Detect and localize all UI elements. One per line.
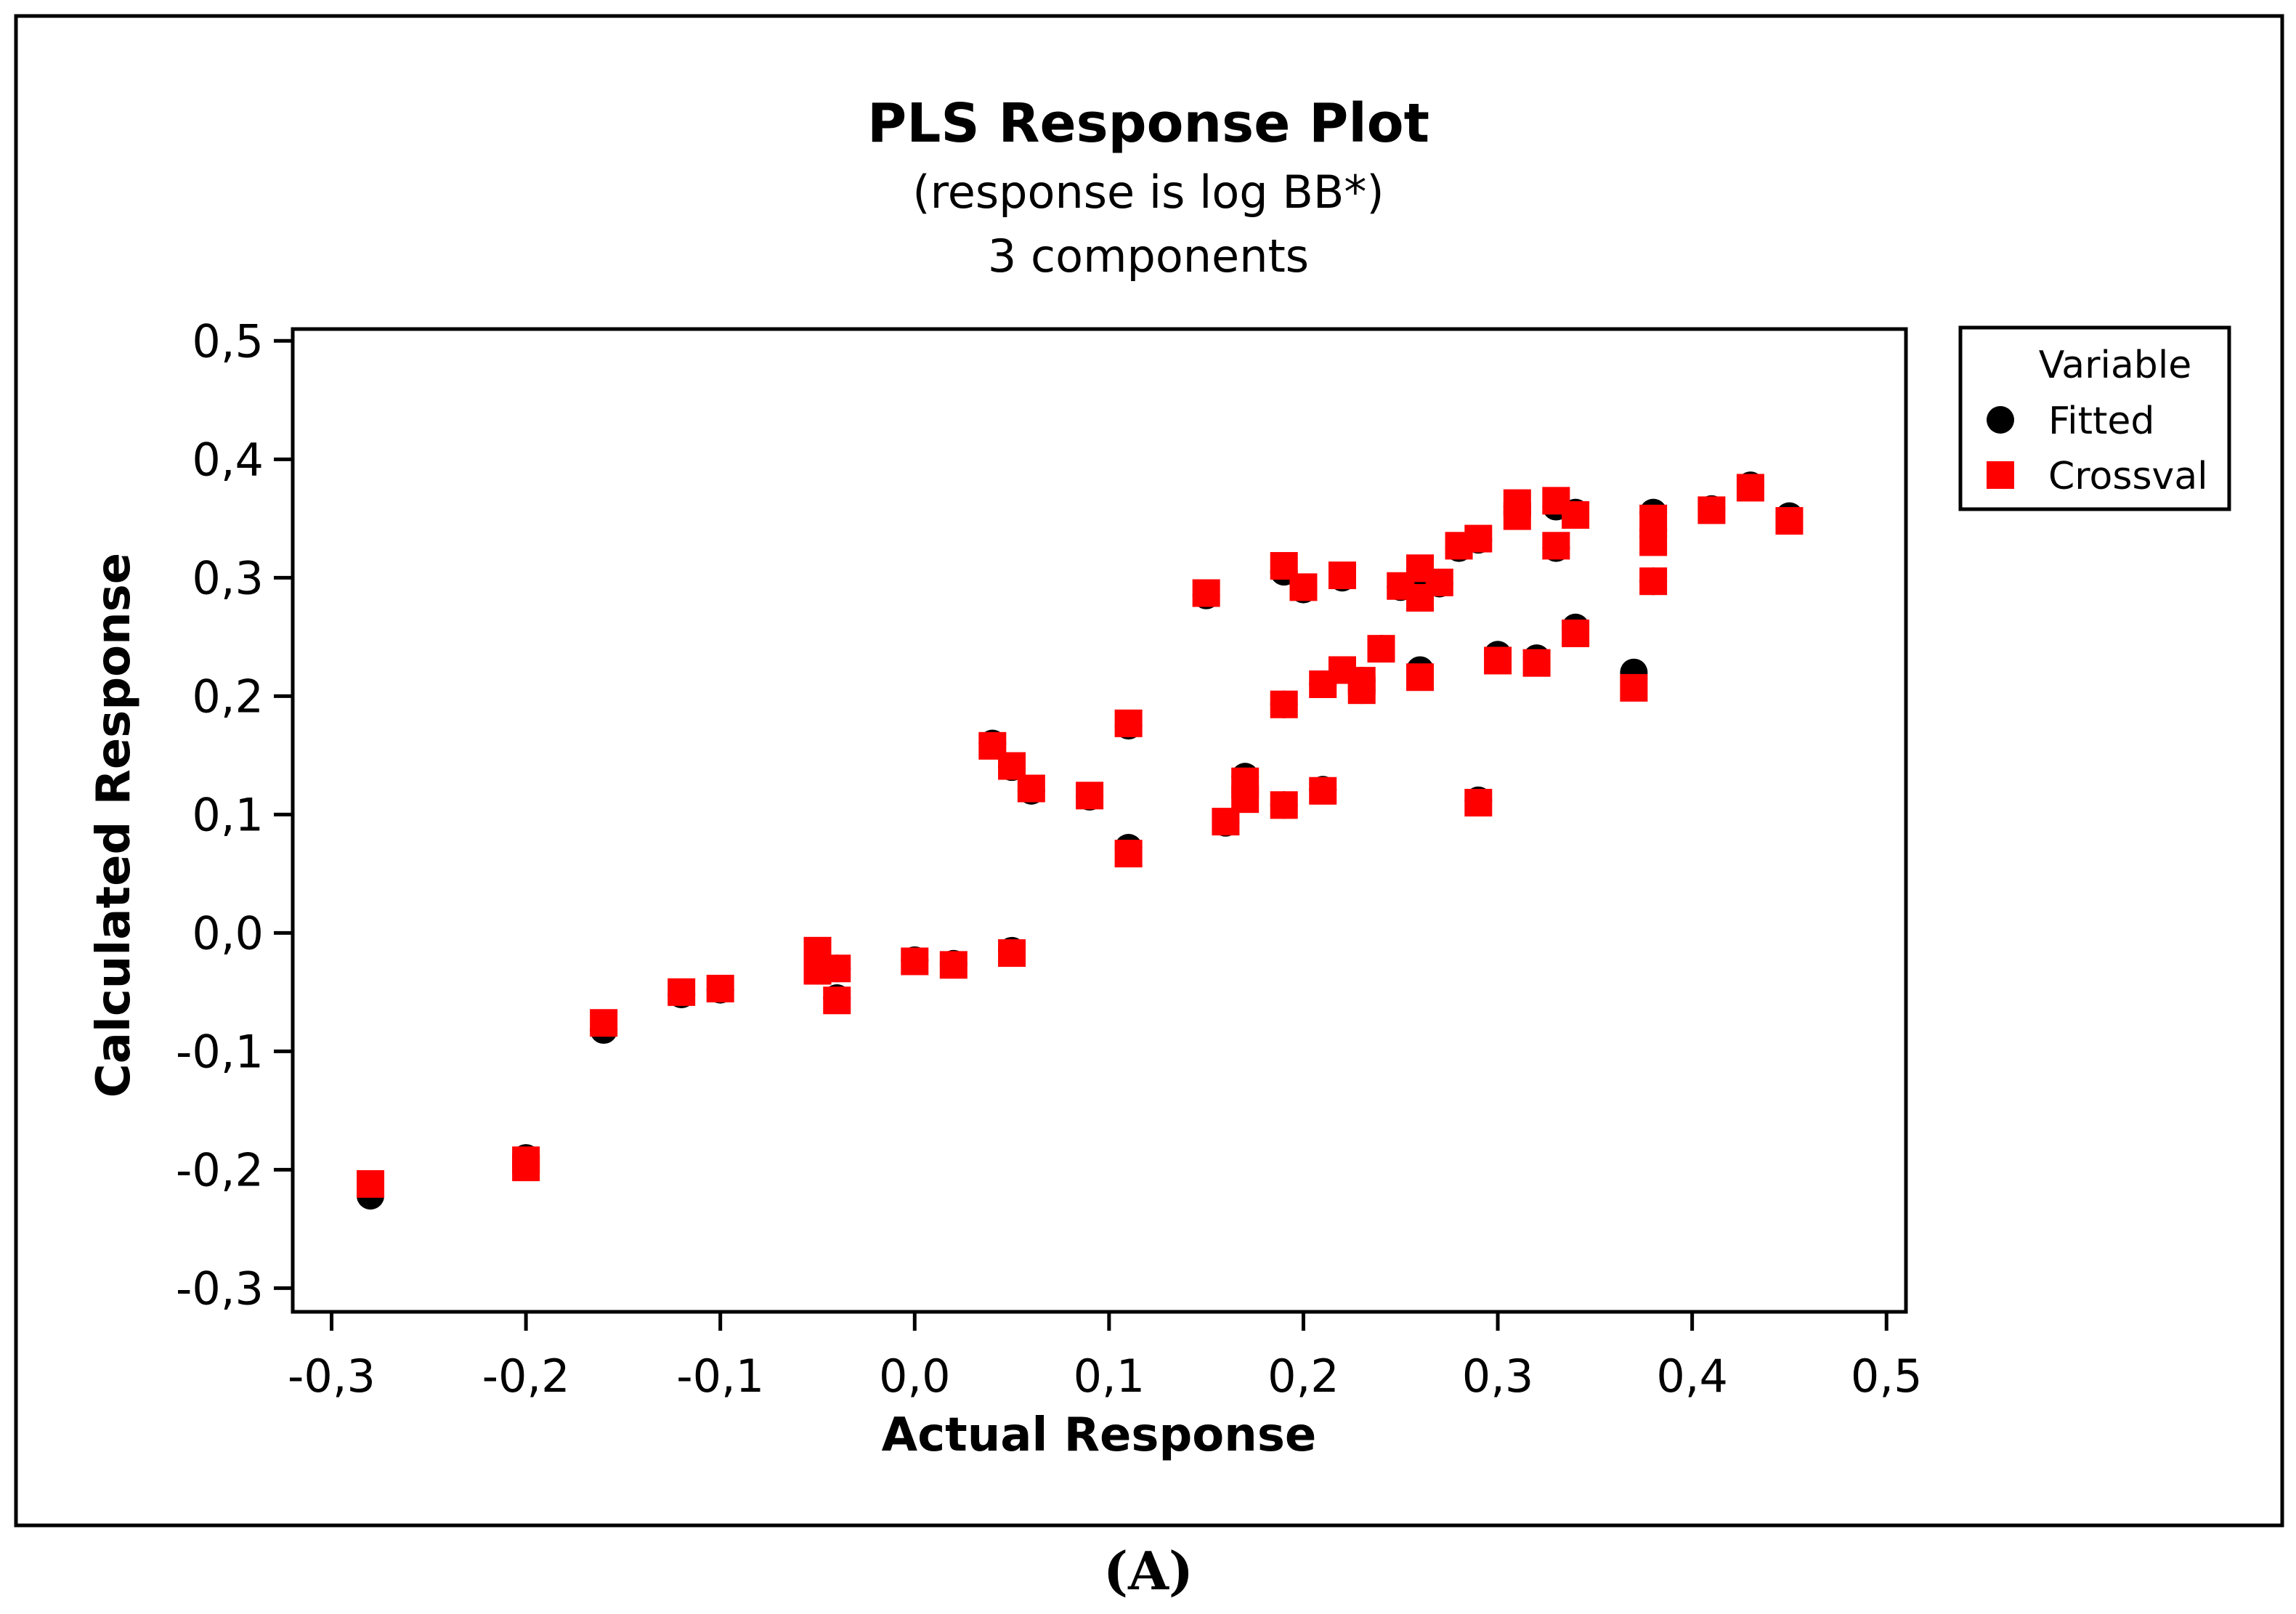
data-point-crossval [1503, 502, 1531, 530]
data-point-crossval [1620, 673, 1648, 702]
data-point-crossval [1562, 500, 1590, 529]
x-tick-label: 0,2 [1267, 1350, 1339, 1403]
x-tick-label: 0,3 [1462, 1350, 1534, 1403]
y-tick-label: 0,5 [192, 315, 264, 368]
data-point-crossval [1775, 507, 1804, 535]
data-point-crossval [1484, 646, 1512, 675]
y-axis: -0,3 -0,2 -0,1 0,0 0,1 0,2 0,3 0,4 0,5 [176, 315, 293, 1315]
y-tick-label: 0,3 [192, 551, 264, 604]
data-point-crossval [1425, 568, 1453, 596]
data-point-crossval [357, 1169, 385, 1198]
chart-title: PLS Response Plot [867, 92, 1429, 155]
y-tick-label: 0,4 [192, 433, 264, 486]
legend: Variable Fitted Crossval [1958, 325, 2231, 511]
x-tick-label: -0,3 [288, 1350, 376, 1403]
data-point-crossval [1542, 532, 1570, 560]
data-point-crossval [1231, 785, 1259, 814]
data-point-crossval [1076, 782, 1104, 810]
data-point-crossval [1309, 776, 1337, 805]
data-point-crossval [901, 947, 929, 976]
x-tick-label: 0,4 [1656, 1350, 1728, 1403]
plot-area [291, 327, 1908, 1314]
data-point-crossval [823, 986, 851, 1015]
y-tick-label: -0,2 [176, 1143, 264, 1196]
x-axis: -0,3 -0,2 -0,1 0,0 0,1 0,2 0,3 0,4 0,5 [288, 1312, 1923, 1403]
data-point-crossval [1347, 676, 1376, 705]
x-axis-label: Actual Response [882, 1408, 1317, 1462]
legend-label-fitted: Fitted [2048, 400, 2154, 443]
data-point-crossval [1017, 774, 1045, 803]
data-point-crossval [1464, 524, 1493, 553]
data-point-crossval [1114, 709, 1143, 737]
data-point-crossval [1562, 619, 1590, 647]
y-tick-label: -0,1 [176, 1025, 264, 1078]
x-tick-label: 0,5 [1851, 1350, 1923, 1403]
y-axis-label: Calculated Response [87, 553, 141, 1098]
data-point-crossval [1289, 573, 1318, 601]
data-point-crossval [1639, 528, 1668, 556]
data-point-crossval [1270, 690, 1298, 718]
data-point-crossval [1464, 789, 1493, 817]
legend-label-crossval: Crossval [2048, 455, 2208, 498]
legend-marker-crossval [1987, 461, 2014, 489]
x-tick-label: -0,2 [482, 1350, 570, 1403]
y-tick-label: 0,0 [192, 907, 264, 960]
series-crossval [357, 474, 1804, 1198]
data-point-crossval [1697, 496, 1726, 524]
data-point-crossval [823, 954, 851, 983]
data-point-crossval [1639, 567, 1668, 596]
chart-subtitle-components: 3 components [988, 230, 1309, 283]
data-point-crossval [939, 951, 968, 979]
data-point-crossval [998, 939, 1026, 968]
data-point-crossval [1736, 474, 1764, 502]
y-tick-label: 0,2 [192, 670, 264, 723]
data-point-crossval [1328, 561, 1356, 590]
x-tick-label: 0,1 [1074, 1350, 1145, 1403]
data-point-crossval [1192, 579, 1220, 607]
data-point-crossval [1270, 791, 1298, 819]
figure-caption: (A) [1103, 1540, 1193, 1602]
data-point-crossval [512, 1146, 540, 1175]
legend-title: Variable [2039, 344, 2192, 387]
data-point-crossval [706, 974, 734, 1002]
data-point-crossval [590, 1009, 618, 1037]
x-tick-label: -0,1 [676, 1350, 764, 1403]
chart-subtitle-response: (response is log BB*) [912, 166, 1384, 219]
data-point-crossval [1406, 663, 1435, 692]
data-point-crossval [1639, 504, 1668, 532]
data-point-crossval [668, 978, 696, 1006]
x-tick-label: 0,0 [879, 1350, 951, 1403]
y-tick-label: -0,3 [176, 1262, 264, 1315]
legend-marker-fitted [1987, 406, 2014, 434]
data-point-crossval [1367, 635, 1395, 663]
data-point-crossval [1522, 649, 1551, 677]
data-point-crossval [1114, 840, 1143, 868]
y-tick-label: 0,1 [192, 788, 264, 841]
